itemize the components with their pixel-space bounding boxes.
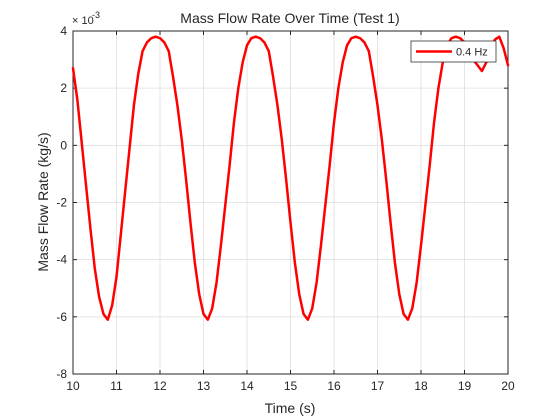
y-tick-label: 2 (60, 81, 67, 95)
y-tick-label: -8 (56, 367, 67, 381)
x-tick-label: 11 (110, 379, 123, 393)
axis-ticks (72, 30, 509, 375)
series-line-0 (71, 35, 510, 321)
y-tick-label: 4 (60, 24, 67, 38)
x-tick-label: 14 (240, 379, 254, 393)
y-tick-label: -2 (56, 196, 67, 210)
legend-label: 0.4 Hz (456, 47, 488, 59)
x-tick-label: 10 (66, 379, 80, 393)
x-tick-label: 19 (458, 379, 472, 393)
x-axis-label: Time (s) (265, 400, 316, 416)
series-layer (71, 35, 510, 321)
legend: 0.4 Hz (410, 40, 497, 63)
tick-labels: 10 11 12 13 14 15 16 17 18 19 20 -8 -6 -4 -2 0 2 4 (56, 24, 515, 393)
x-tick-label: 12 (153, 379, 167, 393)
y-tick-label: -6 (56, 310, 67, 324)
x-tick-label: 16 (327, 379, 341, 393)
x-tick-label: 15 (284, 379, 298, 393)
legend-box (410, 40, 497, 63)
y-tick-label: -4 (56, 253, 67, 267)
chart-title: Mass Flow Rate Over Time (Test 1) (180, 10, 399, 26)
x-tick-label: 17 (371, 379, 385, 393)
y-exponent: × 10 -3 (72, 10, 100, 27)
y-exponent-base: × 10 (72, 15, 94, 27)
y-tick-label: 0 (60, 138, 67, 152)
x-tick-label: 20 (501, 379, 515, 393)
x-tick-label: 13 (197, 379, 211, 393)
y-exponent-power: -3 (92, 10, 100, 20)
y-axis-label: Mass Flow Rate (kg/s) (35, 132, 51, 271)
x-tick-label: 18 (414, 379, 428, 393)
